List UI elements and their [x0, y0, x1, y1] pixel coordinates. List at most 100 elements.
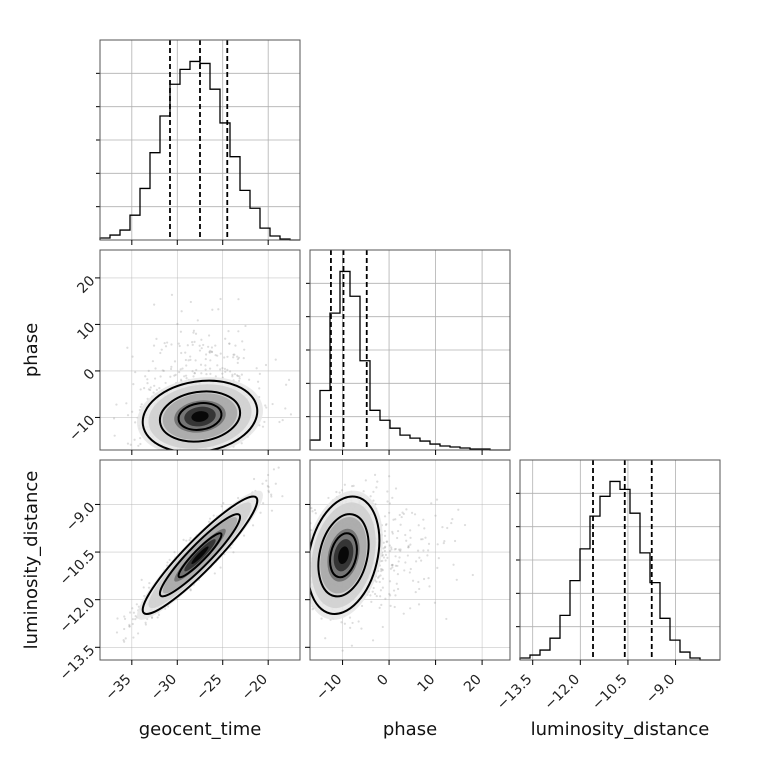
scatter-point: [248, 378, 251, 381]
scatter-point: [237, 356, 241, 359]
contour-line: [329, 532, 358, 579]
scatter-point: [216, 364, 219, 367]
scatter-point: [394, 555, 397, 558]
scatter-point: [198, 344, 201, 347]
scatter-point: [147, 369, 150, 372]
scatter-point: [199, 363, 203, 366]
scatter-point: [234, 344, 237, 347]
scatter-point: [453, 539, 457, 543]
scatter-point: [391, 532, 394, 535]
scatter-point: [126, 442, 130, 445]
density-level: [338, 546, 349, 565]
scatter-point: [384, 597, 387, 600]
scatter-point: [417, 524, 420, 527]
contour-line: [141, 495, 259, 615]
scatter-point: [396, 536, 399, 540]
scatter-point: [148, 582, 151, 585]
scatter-point: [378, 606, 381, 609]
scatter-point: [436, 543, 439, 546]
scatter-point: [186, 344, 189, 347]
scatter-point: [159, 375, 162, 378]
scatter-point: [209, 349, 212, 352]
scatter-point: [391, 566, 394, 569]
scatter-point: [380, 603, 383, 607]
scatter-point: [184, 351, 187, 354]
scatter-point: [151, 360, 155, 363]
scatter-point: [166, 561, 169, 564]
scatter-point: [207, 345, 210, 348]
scatter-point: [196, 319, 199, 322]
scatter-point: [391, 564, 394, 567]
scatter-point: [424, 536, 427, 539]
scatter-point: [304, 547, 306, 549]
scatter-point: [126, 414, 130, 417]
scatter-point: [310, 507, 313, 510]
scatter-point: [240, 373, 243, 376]
x-tick-label: −35: [102, 672, 134, 704]
scatter-point: [210, 346, 214, 349]
y-tick-label: −13.5: [57, 642, 99, 684]
scatter-point: [284, 407, 287, 410]
scatter-point: [398, 556, 401, 559]
scatter-point: [208, 351, 211, 354]
scatter-point: [414, 560, 418, 563]
scatter-point: [407, 544, 410, 548]
scatter-point: [386, 556, 389, 559]
scatter-point: [251, 524, 255, 527]
scatter-point: [396, 587, 400, 591]
scatter-point: [226, 355, 229, 358]
contour-line: [158, 513, 242, 598]
scatter-point: [233, 353, 236, 356]
scatter-point: [264, 404, 267, 407]
scatter-point: [375, 486, 378, 489]
x-tick-label: −20: [239, 672, 271, 704]
scatter-point: [132, 383, 135, 386]
scatter-point: [402, 512, 405, 515]
scatter-point: [451, 517, 454, 521]
scatter-point: [195, 368, 198, 372]
scatter-point: [192, 329, 196, 332]
scatter-point: [238, 375, 241, 378]
scatter-point: [417, 603, 421, 606]
scatter-point: [255, 367, 258, 370]
scatter-point: [427, 549, 430, 552]
scatter-point: [433, 601, 437, 604]
scatter-point: [132, 636, 135, 639]
scatter-point: [373, 473, 377, 476]
scatter-point: [129, 611, 132, 614]
scatter-point: [394, 518, 397, 521]
scatter-point: [226, 368, 229, 371]
scatter-point: [423, 527, 426, 530]
scatter-point: [427, 576, 430, 580]
scatter-point: [410, 511, 414, 514]
scatter-point: [274, 358, 277, 361]
scatter-point: [131, 607, 134, 610]
scatter-point: [341, 649, 344, 652]
scatter-point: [314, 512, 317, 515]
density-level: [191, 411, 209, 422]
scatter-point: [224, 370, 227, 373]
scatter-point: [227, 454, 229, 456]
scatter-point: [189, 300, 192, 304]
scatter-point: [170, 452, 172, 454]
scatter-point: [234, 452, 236, 454]
scatter-point: [380, 569, 383, 573]
scatter-point: [379, 568, 383, 571]
scatter-point: [372, 490, 375, 493]
scatter-point: [385, 540, 388, 543]
scatter-point: [320, 617, 323, 620]
scatter-point: [396, 572, 400, 576]
scatter-point: [304, 532, 306, 534]
scatter-point: [305, 570, 307, 572]
scatter-point: [153, 303, 156, 306]
scatter-point: [177, 342, 180, 345]
scatter-point: [208, 350, 211, 353]
scatter-point: [173, 551, 176, 554]
scatter-point: [306, 569, 308, 571]
scatter-point: [191, 370, 194, 373]
scatter-point: [156, 616, 159, 619]
x-tick-label: −10.5: [589, 672, 631, 714]
scatter-point: [271, 402, 274, 406]
scatter-point: [382, 547, 385, 550]
scatter-point: [302, 589, 304, 591]
